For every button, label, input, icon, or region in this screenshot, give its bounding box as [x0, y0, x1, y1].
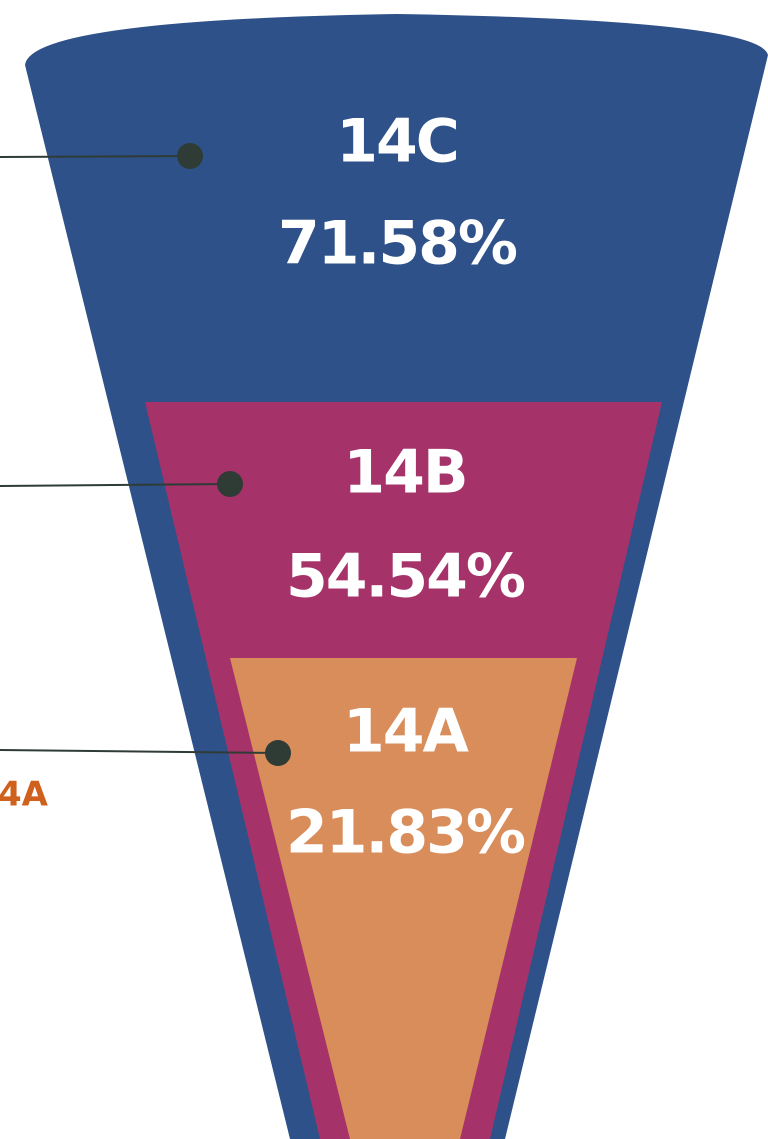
category-label: 14B	[343, 438, 466, 508]
leaders	[0, 155, 279, 754]
category-label: 14C	[336, 107, 458, 177]
value-label: 71.58%	[278, 209, 517, 279]
leader-line	[0, 155, 191, 158]
leader-dots	[177, 143, 291, 766]
annotation: 4A	[0, 775, 49, 815]
value-label: 21.83%	[286, 798, 525, 868]
value-label: 54.54%	[286, 542, 525, 612]
funnel-segment	[230, 658, 577, 1139]
leader-line	[0, 749, 279, 754]
category-label: 14A	[343, 697, 469, 767]
leader-dot	[177, 143, 203, 169]
funnel	[25, 14, 768, 1139]
leader-dot	[265, 740, 291, 766]
leader-line	[0, 483, 231, 487]
leader-dot	[217, 471, 243, 497]
